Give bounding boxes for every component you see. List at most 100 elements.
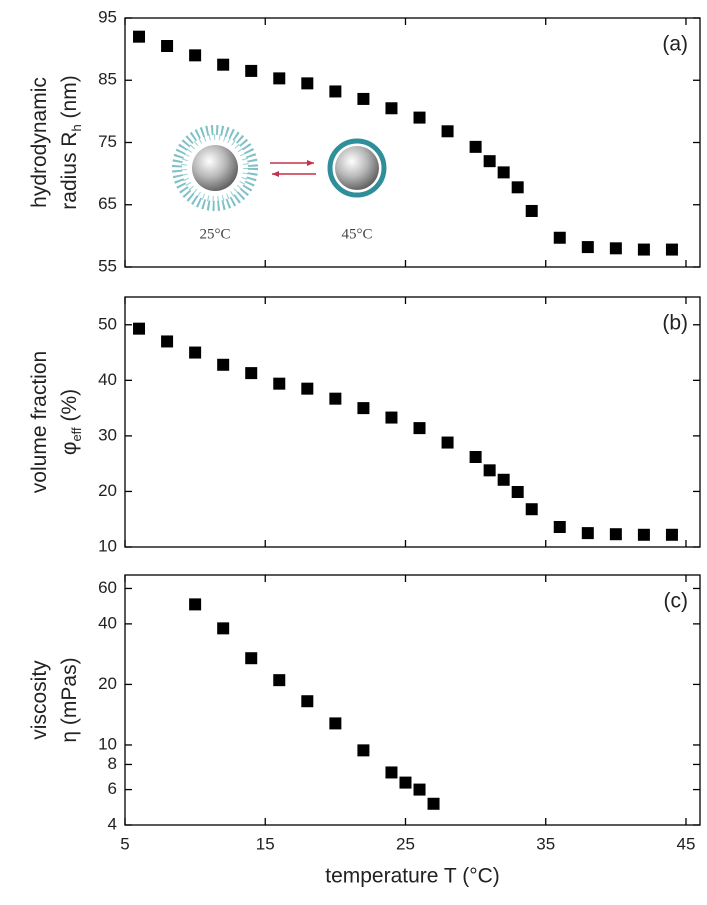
data-point (665, 528, 678, 541)
x-tick-label: 35 (536, 834, 555, 853)
data-point (483, 464, 496, 477)
data-point (133, 30, 146, 43)
data-point (301, 382, 314, 395)
data-point (497, 166, 510, 179)
y-tick-label: 6 (108, 779, 117, 798)
data-point (413, 111, 426, 124)
plot-frame (124, 574, 701, 826)
data-point (637, 243, 650, 256)
data-point (609, 242, 622, 255)
panel-label: (c) (664, 590, 689, 613)
y-axis-label-part: (nm) (58, 75, 81, 124)
data-point (329, 392, 342, 405)
data-point (525, 204, 538, 217)
inset-illustration: 25°C 45°C (172, 125, 387, 242)
data-point (581, 527, 594, 540)
y-tick-label: 20 (98, 481, 117, 500)
data-point (553, 521, 566, 533)
y-tick-label: 40 (98, 370, 117, 389)
panel-label: (b) (662, 312, 688, 335)
data-point (329, 85, 342, 98)
data-point (161, 335, 174, 348)
y-axis-label-part: hydrodynamic (28, 77, 51, 208)
x-axis-label: temperature T (°C) (325, 865, 500, 888)
y-axis-label: viscosity (28, 660, 51, 740)
x-tick-label: 5 (120, 834, 129, 853)
data-point (609, 528, 622, 541)
data-point (385, 102, 398, 115)
y-axis-label: radius Rh (nm) (58, 75, 84, 209)
y-tick-label: 10 (98, 734, 117, 753)
y-tick-label: 40 (98, 613, 117, 632)
y-axis-label-part: η (mPas) (58, 657, 81, 742)
data-point (245, 64, 258, 77)
y-tick-label: 95 (98, 7, 117, 26)
data-point (511, 486, 524, 498)
data-point (245, 652, 258, 665)
data-point (217, 358, 230, 371)
y-tick-label: 65 (98, 194, 117, 213)
y-axis-label-part: (%) (58, 389, 81, 428)
y-tick-label: 75 (98, 132, 117, 151)
y-tick-label: 85 (98, 70, 117, 89)
data-point (273, 72, 286, 85)
data-point (665, 243, 678, 256)
data-point (441, 436, 454, 449)
data-point (273, 377, 286, 390)
plot-frame (124, 296, 701, 548)
x-tick-label: 25 (396, 834, 415, 853)
y-tick-label: 8 (108, 754, 117, 773)
data-point (301, 695, 314, 708)
data-point (161, 40, 174, 53)
y-axis-label-part: viscosity (28, 660, 51, 740)
y-axis-label-part: φ (58, 442, 81, 456)
y-axis-label-part: radius R (58, 132, 81, 210)
data-point (273, 674, 286, 687)
data-point (133, 322, 146, 335)
x-tick-label: 15 (256, 834, 275, 853)
data-point (301, 77, 314, 90)
y-axis-label: volume fraction (28, 351, 51, 493)
y-tick-label: 60 (98, 578, 117, 597)
data-point (427, 797, 440, 810)
panel-label: (a) (662, 33, 688, 56)
y-axis-label: hydrodynamic (28, 77, 51, 208)
data-point (217, 622, 230, 635)
data-point (483, 155, 496, 168)
data-point (357, 744, 370, 757)
data-point (469, 140, 482, 153)
y-axis-label: φeff (%) (58, 389, 84, 455)
y-tick-label: 4 (108, 814, 117, 833)
data-point (553, 231, 566, 244)
y-axis-label: η (mPas) (58, 657, 81, 742)
y-axis-label-part: volume fraction (28, 351, 51, 493)
data-point (413, 783, 426, 796)
data-point (399, 776, 412, 789)
data-point (357, 402, 370, 415)
data-point (497, 473, 510, 486)
data-point (385, 411, 398, 424)
data-point (385, 766, 398, 779)
data-point (637, 528, 650, 541)
y-tick-label: 30 (98, 425, 117, 444)
data-point (413, 422, 426, 435)
y-tick-label: 50 (98, 314, 117, 333)
inset-label: 25°C (199, 226, 230, 242)
y-tick-label: 55 (98, 256, 117, 275)
y-axis-label-part: h (69, 124, 84, 131)
inset-label: 45°C (341, 226, 372, 242)
data-point (581, 241, 594, 254)
data-point (189, 598, 202, 611)
data-point (189, 49, 202, 62)
y-tick-label: 20 (98, 674, 117, 693)
x-tick-label: 45 (677, 834, 696, 853)
data-point (469, 451, 482, 463)
y-axis-label-part: eff (69, 427, 84, 442)
data-point (329, 717, 342, 730)
data-point (357, 92, 370, 105)
data-point (511, 181, 524, 194)
data-point (525, 503, 538, 516)
data-point (217, 58, 230, 71)
data-point (245, 367, 258, 380)
